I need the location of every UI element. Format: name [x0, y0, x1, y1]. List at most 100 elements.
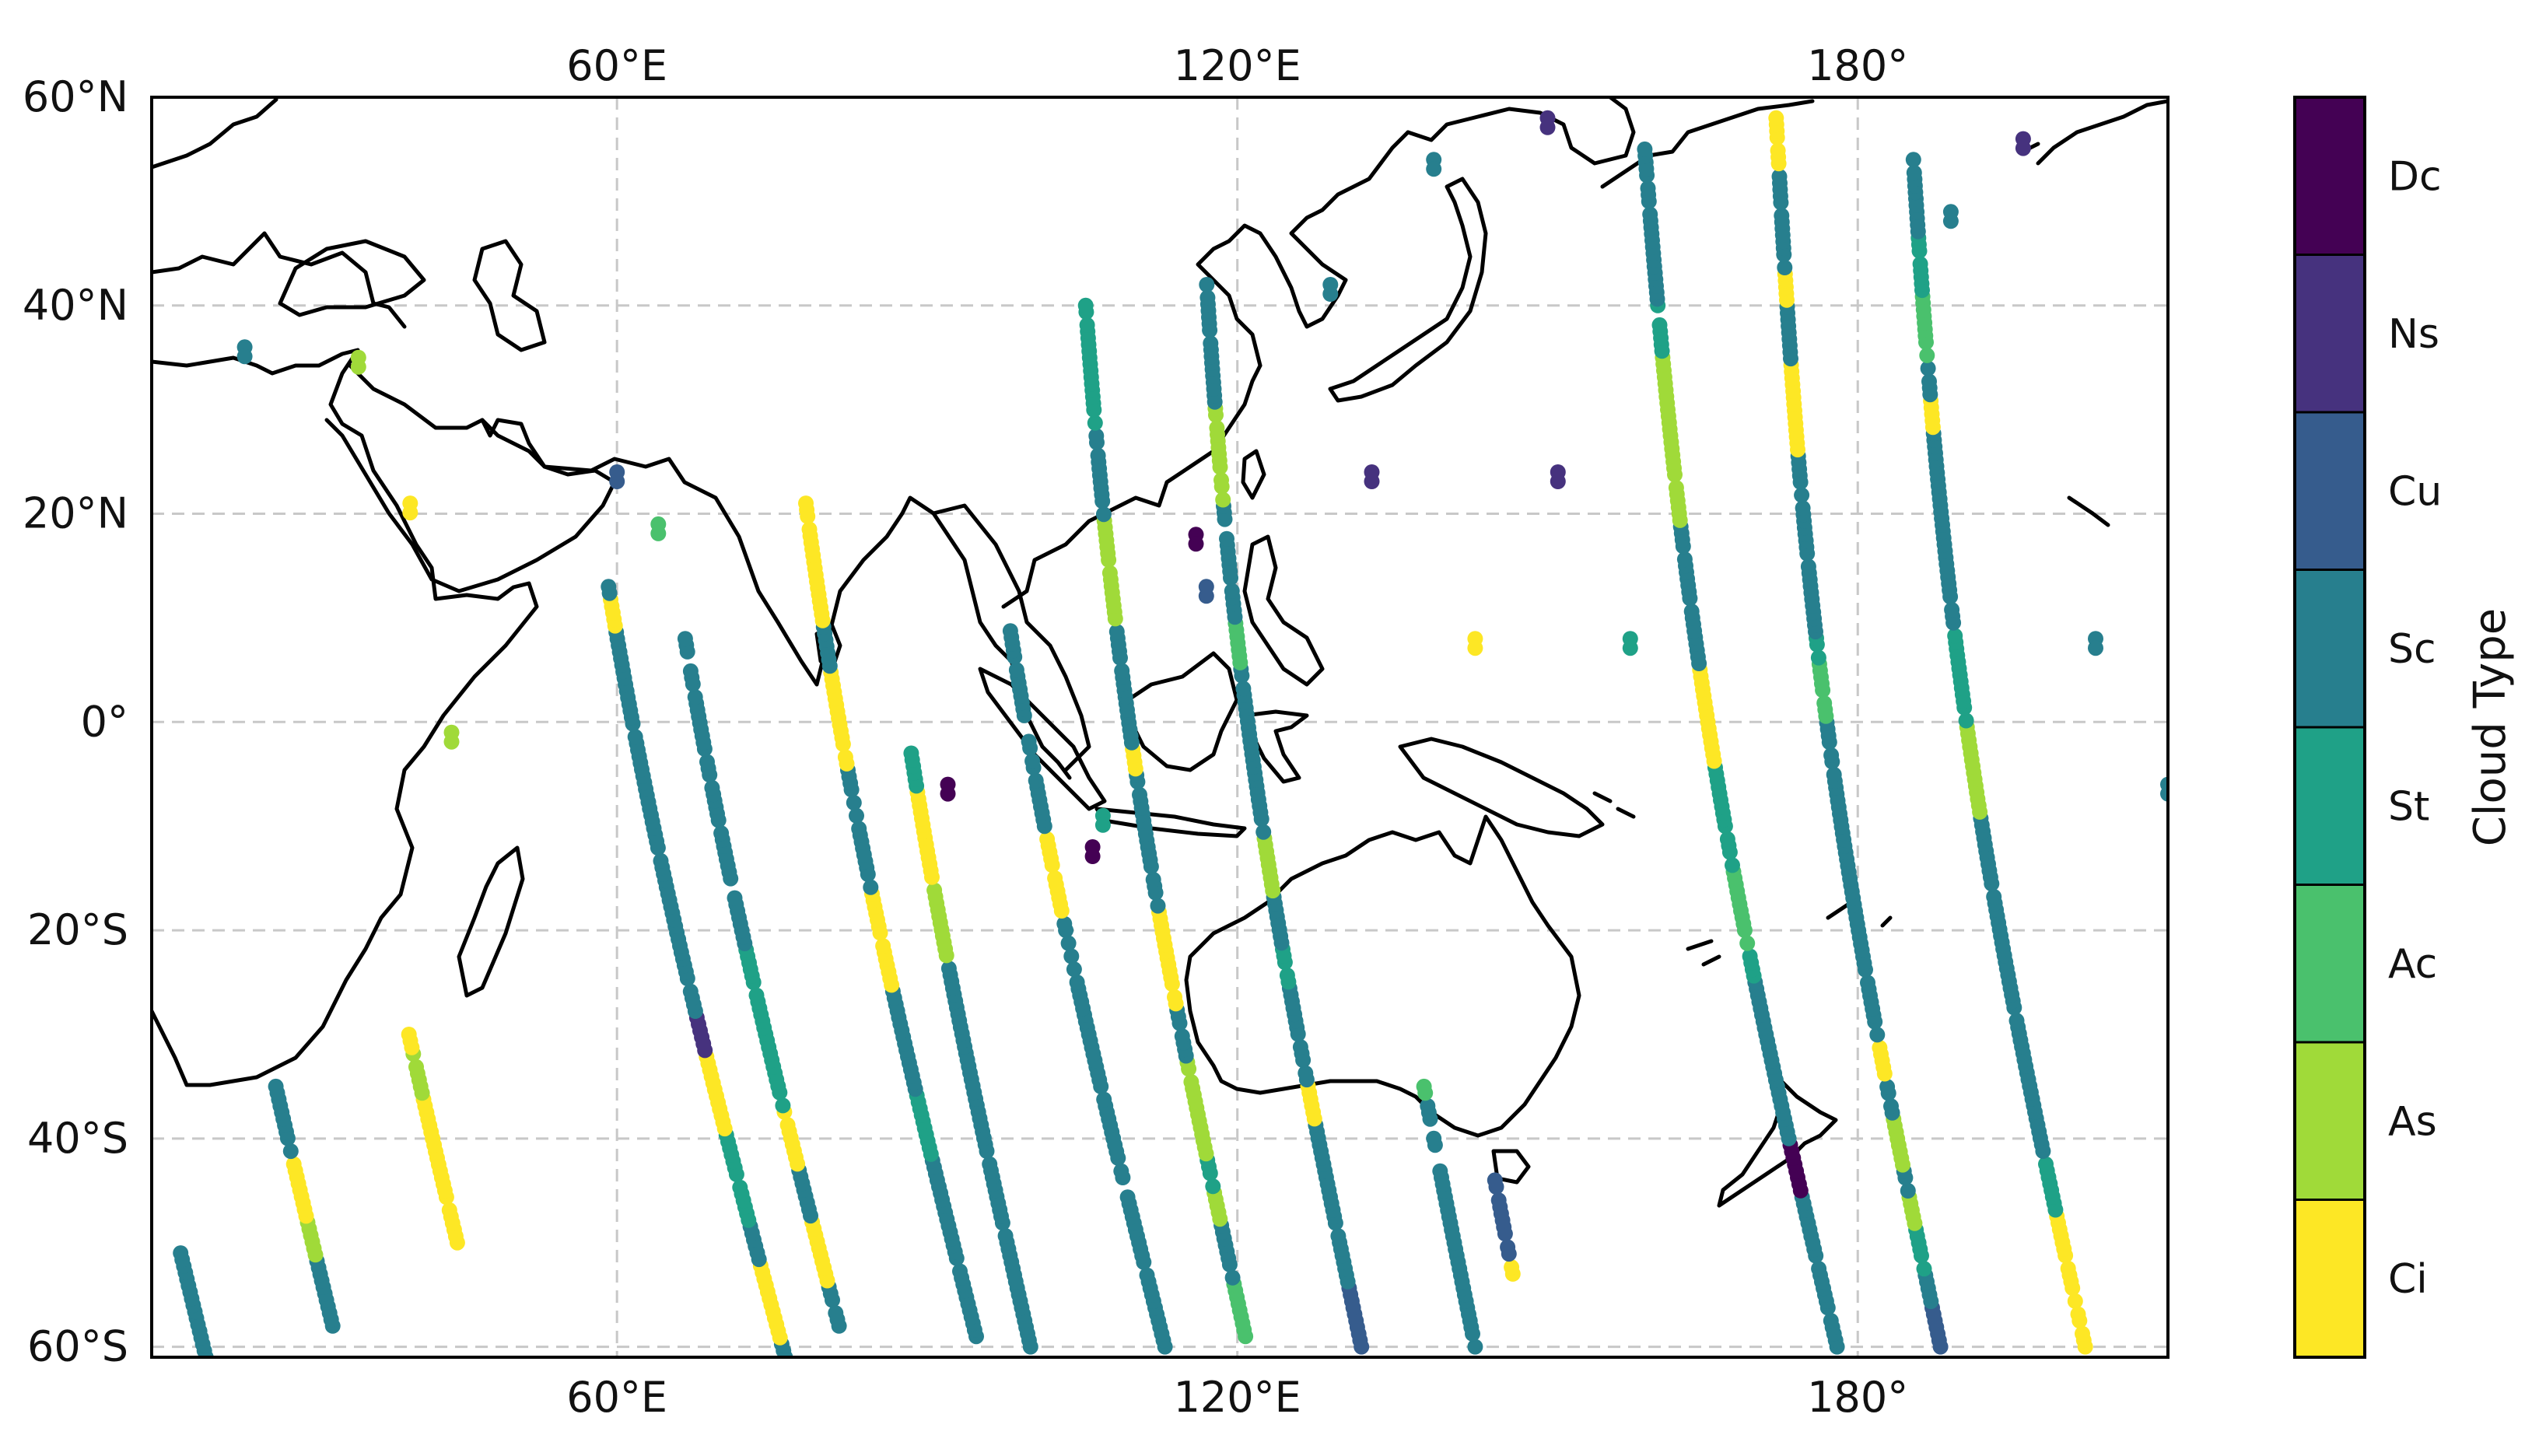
coast-japan — [1328, 177, 1488, 403]
colorbar-swatch-sc — [2295, 569, 2365, 727]
track-4-point — [748, 987, 765, 1003]
track-8-point — [1095, 506, 1112, 523]
isolated-point-8-b — [1622, 640, 1638, 656]
coast-southeast-asia — [931, 363, 1262, 772]
track-4-point — [682, 663, 699, 679]
track-13-point — [1860, 975, 1875, 991]
top-tick-label: 60°E — [566, 41, 667, 90]
track-3-point — [732, 1179, 748, 1195]
coast-africa — [152, 348, 539, 1087]
track-6-point — [926, 882, 943, 898]
coast-java — [1094, 807, 1247, 838]
isolated-point-20-b — [1084, 849, 1101, 864]
track-13-point — [1872, 1040, 1888, 1056]
isolated-point-14-b — [1426, 161, 1442, 177]
track-6-point — [903, 745, 919, 761]
cloud-type-colorbar: Dc Ns Cu Sc St Ac As Ci — [2293, 96, 2442, 1359]
isolated-point-18-b — [402, 505, 418, 521]
track-8-point — [1114, 663, 1130, 679]
map-frame — [150, 96, 2170, 1359]
isolated-point-17-b — [443, 733, 460, 750]
isolated-point-4-b — [1322, 286, 1339, 302]
track-13-point — [1879, 1079, 1896, 1095]
isolated-point-2-b — [1188, 536, 1204, 552]
track-5-point — [798, 495, 814, 512]
isolated-point-15-b — [236, 348, 253, 365]
track-5-point — [875, 938, 891, 954]
track-1-point — [282, 1143, 299, 1160]
track-10-point — [1420, 1098, 1436, 1114]
track-14-point — [1944, 602, 1960, 618]
track-1-point — [285, 1156, 302, 1172]
isolated-point-10-b — [2160, 786, 2168, 802]
coast-madagascar — [457, 845, 525, 998]
track-2-point — [401, 1027, 417, 1042]
track-9-point — [1298, 1065, 1314, 1081]
track-13-point — [1916, 1261, 1932, 1277]
track-13-point — [1883, 1098, 1899, 1115]
track-8-point — [1145, 872, 1161, 887]
track-10-point — [1432, 1163, 1448, 1179]
track-6-point — [940, 961, 957, 977]
track-13-point — [1795, 500, 1811, 516]
track-4-point — [828, 1305, 844, 1321]
coast-black-sea — [278, 239, 426, 317]
track-8-point — [1205, 1178, 1221, 1195]
track-8-point — [1087, 415, 1103, 431]
track-7-point — [1021, 733, 1037, 750]
colorbar-frame — [2293, 96, 2366, 1359]
track-9-point — [1292, 1039, 1308, 1055]
track-0-point — [173, 1245, 189, 1262]
colorbar-label-ci: Ci — [2388, 1256, 2428, 1303]
track-13-point — [1826, 767, 1842, 782]
track-7-point — [1066, 961, 1082, 978]
track-9-point — [1330, 1228, 1347, 1244]
track-12-point — [1637, 141, 1653, 157]
track-14-point — [1958, 712, 1974, 729]
track-12-point — [1811, 1261, 1827, 1277]
track-14-point — [1919, 347, 1935, 363]
track-8-point — [1174, 1028, 1190, 1045]
track-7-point — [1047, 870, 1063, 887]
colorbar-swatch-ns — [2295, 254, 2365, 412]
track-7-point — [1119, 1189, 1136, 1206]
track-14-point — [1906, 165, 1922, 181]
coast-philippines — [1242, 534, 1325, 687]
track-9-point — [1279, 968, 1295, 984]
track-5-point — [849, 807, 864, 824]
track-8-point — [1183, 1074, 1199, 1090]
isolated-point-6-b — [1550, 474, 1566, 489]
left-tick-label: 20°N — [23, 489, 128, 538]
track-13-point — [1810, 649, 1826, 666]
colorbar-label-as: As — [2388, 1098, 2437, 1145]
coast-taiwan — [1241, 449, 1266, 500]
track-14-point — [2008, 1013, 2025, 1029]
isolated-point-1-b — [650, 525, 667, 541]
track-12-point — [1640, 180, 1656, 197]
isolated-point-21-b — [1094, 817, 1111, 833]
track-5-point — [837, 749, 853, 765]
track-8-point — [1132, 786, 1147, 803]
coast-alaska — [2036, 99, 2168, 166]
coastlines — [152, 97, 2168, 1208]
track-8-point — [1101, 565, 1118, 581]
bottom-tick-label: 60°E — [566, 1373, 667, 1422]
left-tick-label: 60°N — [23, 72, 128, 121]
isolated-point-13-b — [1539, 119, 1556, 135]
colorbar-label-dc: Dc — [2388, 153, 2442, 200]
track-5-point — [851, 821, 867, 837]
track-4-point — [727, 890, 743, 906]
track-3-point — [627, 729, 643, 745]
track-11-point — [1490, 1192, 1507, 1209]
colorbar-swatch-as — [2295, 1042, 2365, 1200]
colorbar-swatch-ac — [2295, 884, 2365, 1042]
track-4-point — [677, 631, 693, 647]
track-4-point — [775, 1097, 791, 1114]
track-13-point — [1869, 1027, 1886, 1043]
track-2-point — [408, 1059, 424, 1075]
isolated-point-9-b — [2088, 640, 2103, 656]
track-12-point — [1651, 317, 1668, 333]
isolated-point-16-b — [350, 359, 366, 375]
track-4-point — [687, 689, 703, 705]
coast-sulawesi — [1242, 709, 1309, 784]
